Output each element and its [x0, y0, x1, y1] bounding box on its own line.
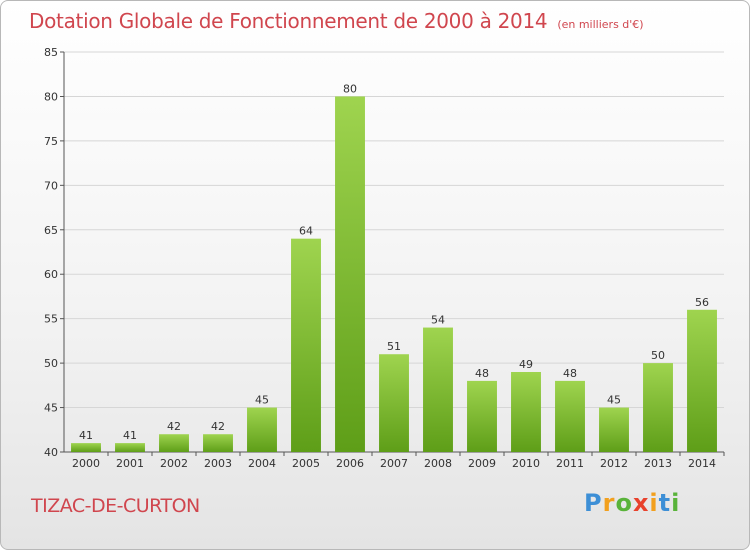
x-tick-label-2000: 2000	[72, 457, 100, 470]
bar-2005	[291, 238, 321, 452]
value-label-2011: 48	[563, 367, 577, 380]
bar-2007	[379, 354, 409, 452]
x-tick-label-2006: 2006	[336, 457, 364, 470]
value-label-2007: 51	[387, 340, 401, 353]
bar-2001	[115, 443, 145, 452]
bar-2002	[159, 434, 189, 452]
bar-2012	[599, 407, 629, 452]
value-label-2010: 49	[519, 358, 533, 371]
logo-letter: i	[649, 489, 659, 517]
bar-2009	[467, 380, 497, 452]
value-label-2000: 41	[79, 429, 93, 442]
x-tick-label-2013: 2013	[644, 457, 672, 470]
bar-2010	[511, 372, 541, 452]
logo-letter: i	[671, 489, 681, 517]
y-tick-label: 60	[44, 268, 58, 281]
x-tick-label-2001: 2001	[116, 457, 144, 470]
x-tick-label-2010: 2010	[512, 457, 540, 470]
bar-2008	[423, 327, 453, 452]
x-tick-label-2003: 2003	[204, 457, 232, 470]
y-tick-label: 85	[44, 46, 58, 59]
value-label-2005: 64	[299, 225, 313, 238]
y-tick-label: 80	[44, 90, 58, 103]
y-tick-label: 50	[44, 357, 58, 370]
x-tick-label-2002: 2002	[160, 457, 188, 470]
value-label-2003: 42	[211, 420, 225, 433]
chart-title-text: Dotation Globale de Fonctionnement de 20…	[29, 9, 548, 33]
x-tick-label-2011: 2011	[556, 457, 584, 470]
logo-letter: x	[632, 489, 650, 517]
proxiti-logo: Proxiti	[584, 489, 680, 517]
x-tick-label-2008: 2008	[424, 457, 452, 470]
bar-2006	[335, 96, 365, 452]
bar-2003	[203, 434, 233, 452]
commune-name: TIZAC-DE-CURTON	[31, 495, 200, 517]
logo-letter: o	[615, 489, 633, 517]
value-label-2004: 45	[255, 394, 269, 407]
bars	[71, 96, 717, 452]
value-label-2013: 50	[651, 349, 665, 362]
x-tick-label-2014: 2014	[688, 457, 716, 470]
value-label-2009: 48	[475, 367, 489, 380]
y-tick-label: 55	[44, 313, 58, 326]
value-label-2006: 80	[343, 82, 357, 95]
labels: 40 45 50 55 60 65 70 75 80 85 41 2000 41 2001 42 2002 42…	[44, 46, 716, 470]
y-tick-label: 40	[44, 446, 58, 459]
logo-letter: t	[658, 489, 672, 517]
value-label-2008: 54	[431, 314, 445, 327]
x-tick-label-2007: 2007	[380, 457, 408, 470]
bar-2000	[71, 443, 101, 452]
x-tick-label-2005: 2005	[292, 457, 320, 470]
y-tick-label: 75	[44, 135, 58, 148]
logo-letter: r	[602, 489, 616, 517]
value-label-2002: 42	[167, 420, 181, 433]
value-label-2014: 56	[695, 296, 709, 309]
x-tick-label-2012: 2012	[600, 457, 628, 470]
bar-2004	[247, 407, 277, 452]
chart-subtitle: (en milliers d'€)	[557, 18, 644, 31]
bar-2013	[643, 363, 673, 452]
logo-letter: P	[584, 489, 603, 517]
x-tick-label-2004: 2004	[248, 457, 276, 470]
y-tick-label: 70	[44, 179, 58, 192]
chart-title: Dotation Globale de Fonctionnement de 20…	[29, 9, 644, 33]
y-tick-label: 65	[44, 224, 58, 237]
value-label-2001: 41	[123, 429, 137, 442]
y-tick-label: 45	[44, 402, 58, 415]
value-label-2012: 45	[607, 394, 621, 407]
bar-2011	[555, 380, 585, 452]
bar-2014	[687, 309, 717, 452]
x-tick-label-2009: 2009	[468, 457, 496, 470]
